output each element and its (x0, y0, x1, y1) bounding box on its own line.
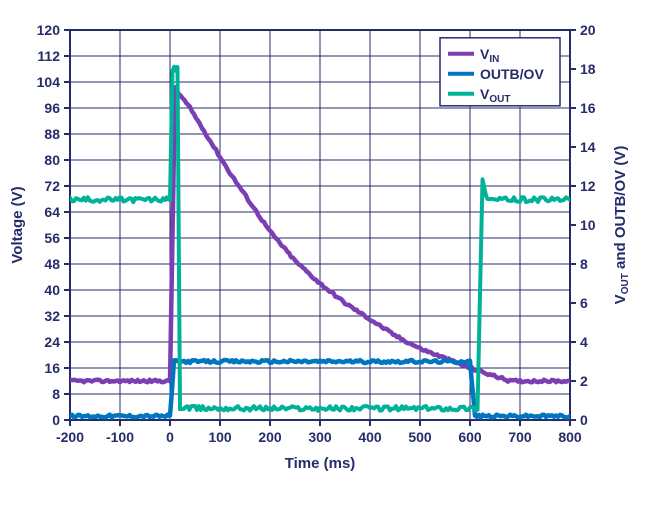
x-axis-label: Time (ms) (285, 455, 356, 472)
y-right-tick-label: 8 (580, 256, 588, 272)
y-left-tick-label: 80 (44, 152, 60, 168)
x-tick-label: 200 (258, 429, 282, 445)
y-left-tick-label: 24 (44, 334, 60, 350)
y-left-tick-label: 16 (44, 360, 60, 376)
y-left-axis-label: Voltage (V) (9, 186, 26, 263)
x-tick-label: 500 (408, 429, 432, 445)
y-right-axis-label: VOUT and OUTB/OV (V) (612, 146, 631, 305)
y-right-tick-label: 14 (580, 139, 596, 155)
y-left-tick-label: 104 (37, 74, 61, 90)
y-right-tick-label: 6 (580, 295, 588, 311)
x-tick-label: 600 (458, 429, 482, 445)
y-left-tick-label: 56 (44, 230, 60, 246)
y-left-tick-label: 0 (52, 412, 60, 428)
y-left-tick-label: 96 (44, 100, 60, 116)
y-right-tick-label: 20 (580, 22, 596, 38)
y-right-tick-label: 18 (580, 61, 596, 77)
y-right-tick-label: 0 (580, 412, 588, 428)
y-left-tick-label: 88 (44, 126, 60, 142)
y-left-tick-label: 72 (44, 178, 60, 194)
x-tick-label: -200 (56, 429, 84, 445)
x-tick-label: 0 (166, 429, 174, 445)
y-left-tick-label: 48 (44, 256, 60, 272)
y-left-tick-label: 8 (52, 386, 60, 402)
x-tick-label: 800 (558, 429, 582, 445)
y-right-tick-label: 4 (580, 334, 588, 350)
y-left-tick-label: 32 (44, 308, 60, 324)
y-left-tick-label: 40 (44, 282, 60, 298)
x-tick-label: 400 (358, 429, 382, 445)
legend-item-label: OUTB/OV (480, 66, 544, 82)
y-right-tick-label: 12 (580, 178, 596, 194)
x-tick-label: -100 (106, 429, 134, 445)
y-right-tick-label: 16 (580, 100, 596, 116)
y-left-tick-label: 64 (44, 204, 60, 220)
y-right-tick-label: 10 (580, 217, 596, 233)
y-right-tick-label: 2 (580, 373, 588, 389)
x-tick-label: 700 (508, 429, 532, 445)
x-tick-label: 100 (208, 429, 232, 445)
y-left-tick-label: 120 (37, 22, 61, 38)
y-left-tick-label: 112 (37, 48, 60, 64)
legend: VINOUTB/OVVOUT (440, 38, 560, 106)
chart-svg: -200-10001002003004005006007008000816243… (0, 0, 661, 505)
x-tick-label: 300 (308, 429, 332, 445)
chart-container: -200-10001002003004005006007008000816243… (0, 0, 661, 505)
